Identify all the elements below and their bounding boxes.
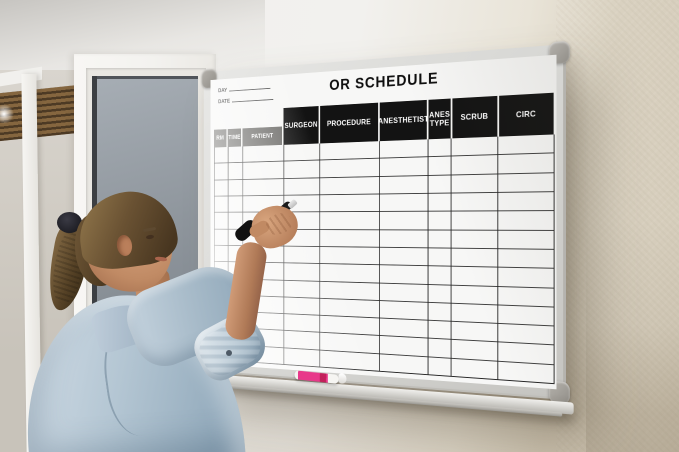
cuff-button	[226, 350, 232, 356]
light-glare	[0, 104, 14, 124]
wall-vignette	[586, 120, 679, 452]
textured-wall	[556, 0, 679, 452]
forearm	[223, 240, 269, 342]
hair-scrunchie	[57, 212, 82, 233]
black-marker-tip	[287, 198, 298, 210]
